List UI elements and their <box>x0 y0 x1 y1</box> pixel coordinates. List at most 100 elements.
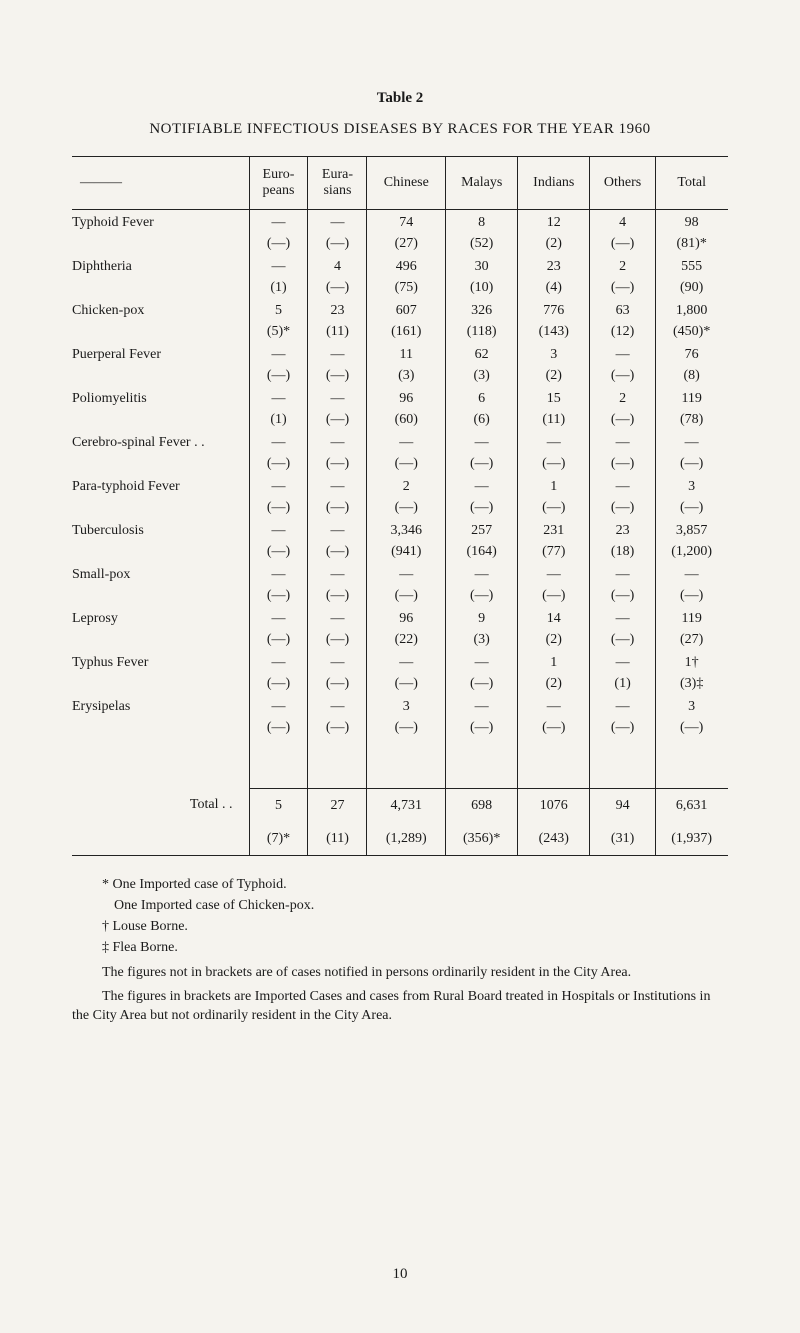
table-cell: — <box>249 652 308 673</box>
table-cell: 3 <box>655 696 727 717</box>
table-cell: (2) <box>518 233 590 254</box>
table-cell: 1 <box>518 476 590 497</box>
table-cell: — <box>249 476 308 497</box>
table-cell: Typhus Fever <box>72 652 249 673</box>
table-cell: 96 <box>367 388 446 409</box>
table-cell: 9 <box>446 608 518 629</box>
table-cell: — <box>308 696 367 717</box>
table-cell: (—) <box>367 497 446 518</box>
column-header: Others <box>590 157 656 210</box>
table-label: Table 2 <box>72 90 728 107</box>
table-row: (—)(—)(941)(164)(77)(18)(1,200) <box>72 541 728 562</box>
table-cell: (—) <box>590 453 656 474</box>
table-cell: (—) <box>308 585 367 606</box>
table-row: (—)(—)(27)(52)(2)(—)(81)* <box>72 233 728 254</box>
table-cell: (3)‡ <box>655 673 727 694</box>
table-cell: (—) <box>249 717 308 738</box>
table-cell: — <box>308 564 367 585</box>
table-cell: (60) <box>367 409 446 430</box>
table-cell: (—) <box>655 585 727 606</box>
table-body: Typhoid Fever——74812498(—)(—)(27)(52)(2)… <box>72 210 728 856</box>
table-row: (—)(—)(—)(—)(2)(1)(3)‡ <box>72 673 728 694</box>
table-row: (1)(—)(60)(6)(11)(—)(78) <box>72 409 728 430</box>
table-cell: 63 <box>590 300 656 321</box>
table-cell: — <box>308 388 367 409</box>
table-cell: (—) <box>590 365 656 386</box>
table-cell: Erysipelas <box>72 696 249 717</box>
table-cell: (—) <box>249 365 308 386</box>
table-cell: (—) <box>308 673 367 694</box>
table-cell: — <box>590 696 656 717</box>
page-number: 10 <box>0 1266 800 1283</box>
table-row: Cerebro-spinal Fever . .——————— <box>72 432 728 453</box>
table-cell: (—) <box>249 453 308 474</box>
table-cell: 5 <box>249 300 308 321</box>
disease-table: ———Euro-peansEura-siansChineseMalaysIndi… <box>72 156 728 856</box>
table-cell: (—) <box>308 365 367 386</box>
table-cell: (—) <box>308 277 367 298</box>
table-cell: Small-pox <box>72 564 249 585</box>
table-cell: 1076 <box>518 789 590 823</box>
table-cell: (11) <box>308 321 367 342</box>
table-cell: — <box>308 652 367 673</box>
table-cell: (3) <box>446 365 518 386</box>
table-cell: — <box>249 388 308 409</box>
table-cell: 6 <box>446 388 518 409</box>
table-cell: (6) <box>446 409 518 430</box>
table-cell <box>72 629 249 650</box>
table-row: Poliomyelitis——966152119 <box>72 388 728 409</box>
table-cell: Tuberculosis <box>72 520 249 541</box>
column-header: Eura-sians <box>308 157 367 210</box>
table-cell: (1,289) <box>367 822 446 855</box>
table-cell: 62 <box>446 344 518 365</box>
table-cell <box>72 717 249 738</box>
table-cell: (5)* <box>249 321 308 342</box>
table-cell: 1† <box>655 652 727 673</box>
table-cell: — <box>590 608 656 629</box>
table-cell: (1,200) <box>655 541 727 562</box>
table-cell: 119 <box>655 388 727 409</box>
table-cell: 15 <box>518 388 590 409</box>
table-cell: (356)* <box>446 822 518 855</box>
page-title: NOTIFIABLE INFECTIOUS DISEASES BY RACES … <box>72 121 728 138</box>
document-page: Table 2 NOTIFIABLE INFECTIOUS DISEASES B… <box>0 0 800 1333</box>
footnotes: * One Imported case of Typhoid. One Impo… <box>72 876 728 1026</box>
table-cell: — <box>518 696 590 717</box>
table-cell: (—) <box>590 629 656 650</box>
table-cell: (—) <box>446 717 518 738</box>
table-cell: (—) <box>590 585 656 606</box>
table-cell: 4,731 <box>367 789 446 823</box>
footnote-flea: ‡ Flea Borne. <box>72 939 728 958</box>
table-cell: Para-typhoid Fever <box>72 476 249 497</box>
table-cell: (—) <box>655 717 727 738</box>
table-cell: (161) <box>367 321 446 342</box>
table-cell: (941) <box>367 541 446 562</box>
column-header: ——— <box>72 157 249 210</box>
table-cell: (—) <box>308 717 367 738</box>
table-cell: — <box>249 564 308 585</box>
table-row: Typhoid Fever——74812498 <box>72 212 728 233</box>
table-cell: (1,937) <box>655 822 727 855</box>
table-cell: 1 <box>518 652 590 673</box>
table-cell: — <box>446 696 518 717</box>
table-cell <box>72 233 249 254</box>
table-cell: 231 <box>518 520 590 541</box>
table-row: (—)(—)(—)(—)(—)(—)(—) <box>72 497 728 518</box>
table-cell: 2 <box>590 388 656 409</box>
table-cell: — <box>308 344 367 365</box>
table-cell: 326 <box>446 300 518 321</box>
table-row: Small-pox——————— <box>72 564 728 585</box>
table-cell: — <box>446 564 518 585</box>
table-cell <box>72 409 249 430</box>
table-cell: 23 <box>590 520 656 541</box>
table-cell: 698 <box>446 789 518 823</box>
table-cell: (—) <box>249 541 308 562</box>
table-cell: (—) <box>590 497 656 518</box>
table-cell: (—) <box>367 673 446 694</box>
table-row: Puerperal Fever——11623—76 <box>72 344 728 365</box>
table-cell: (—) <box>446 585 518 606</box>
column-header: Malays <box>446 157 518 210</box>
table-cell: — <box>655 432 727 453</box>
table-cell: 3,857 <box>655 520 727 541</box>
table-cell: (—) <box>518 717 590 738</box>
